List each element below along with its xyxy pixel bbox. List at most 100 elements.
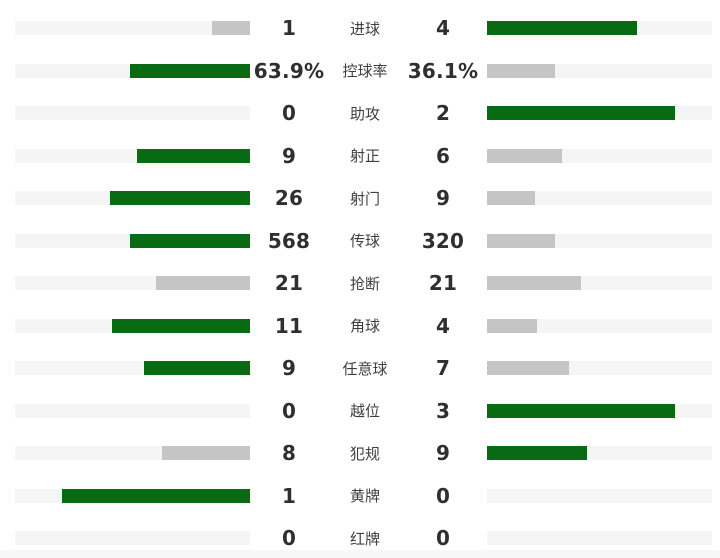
home-bar-track — [15, 233, 250, 248]
home-bar — [144, 361, 250, 376]
stat-label: 进球 — [349, 19, 380, 38]
away-value: 9 — [435, 186, 451, 211]
home-bar-track — [15, 531, 250, 546]
away-value: 4 — [435, 16, 451, 41]
stat-label: 黄牌 — [349, 487, 380, 506]
away-value: 0 — [435, 483, 451, 508]
away-bar — [487, 276, 581, 291]
stat-label: 越位 — [349, 402, 380, 421]
stat-label: 犯规 — [349, 444, 380, 463]
away-bar-track — [487, 191, 712, 206]
stat-row: 1 进球 4 — [15, 7, 720, 50]
away-bar — [487, 148, 563, 163]
stat-row: 0 助攻 2 — [15, 92, 720, 135]
away-bar-track — [487, 233, 712, 248]
home-value: 1 — [281, 483, 297, 508]
home-value: 26 — [274, 186, 304, 211]
home-bar — [137, 148, 250, 163]
away-bar-track — [487, 446, 712, 461]
away-bar — [487, 21, 638, 36]
home-bar — [161, 446, 250, 461]
home-bar — [110, 191, 250, 206]
stat-label: 红牌 — [349, 529, 380, 548]
stat-row: 8 犯规 9 — [15, 432, 720, 475]
away-bar-track — [487, 63, 712, 78]
away-value: 4 — [435, 313, 451, 338]
away-bar — [487, 106, 675, 121]
away-value: 6 — [435, 143, 451, 168]
stat-row: 26 射门 9 — [15, 177, 720, 220]
away-bar — [487, 361, 570, 376]
away-value: 3 — [435, 398, 451, 423]
away-value: 7 — [435, 356, 451, 381]
stat-label: 控球率 — [342, 62, 388, 81]
away-value: 36.1% — [407, 58, 479, 83]
stat-label: 任意球 — [342, 359, 388, 378]
home-bar-track — [15, 488, 250, 503]
away-bar — [487, 446, 587, 461]
home-value: 0 — [281, 101, 297, 126]
home-bar — [62, 488, 250, 503]
stat-row: 9 任意球 7 — [15, 347, 720, 390]
away-bar-track — [487, 106, 712, 121]
stat-row: 9 射正 6 — [15, 135, 720, 178]
home-value: 0 — [281, 398, 297, 423]
stat-label: 传球 — [349, 232, 380, 251]
stat-label: 射正 — [349, 147, 380, 166]
home-bar — [156, 276, 250, 291]
away-bar — [487, 318, 538, 333]
home-value: 8 — [281, 441, 297, 466]
home-value: 63.9% — [253, 58, 325, 83]
stat-row: 568 传球 320 — [15, 220, 720, 263]
home-value: 9 — [281, 143, 297, 168]
home-bar-track — [15, 403, 250, 418]
stat-label: 角球 — [349, 317, 380, 336]
stat-row: 0 越位 3 — [15, 390, 720, 433]
home-value: 1 — [281, 16, 297, 41]
stat-row: 63.9% 控球率 36.1% — [15, 50, 720, 93]
away-value: 320 — [421, 228, 465, 253]
away-bar — [487, 191, 536, 206]
home-bar-track — [15, 446, 250, 461]
away-bar-track — [487, 488, 712, 503]
away-bar-track — [487, 21, 712, 36]
away-bar-track — [487, 361, 712, 376]
home-bar-track — [15, 191, 250, 206]
home-value: 9 — [281, 356, 297, 381]
away-value: 2 — [435, 101, 451, 126]
home-bar-track — [15, 63, 250, 78]
away-value: 21 — [428, 271, 458, 296]
home-value: 21 — [274, 271, 304, 296]
home-bar-track — [15, 106, 250, 121]
home-value: 568 — [267, 228, 311, 253]
away-bar-track — [487, 403, 712, 418]
away-bar-track — [487, 318, 712, 333]
home-bar-track — [15, 276, 250, 291]
stat-label: 助攻 — [349, 104, 380, 123]
home-bar — [129, 233, 250, 248]
home-bar — [112, 318, 250, 333]
stat-row: 1 黄牌 0 — [15, 475, 720, 518]
away-value: 9 — [435, 441, 451, 466]
home-value: 11 — [274, 313, 304, 338]
away-bar-track — [487, 276, 712, 291]
away-bar — [487, 233, 555, 248]
home-bar — [212, 21, 250, 36]
home-bar-track — [15, 361, 250, 376]
home-bar-track — [15, 318, 250, 333]
home-bar-track — [15, 148, 250, 163]
stat-label: 射门 — [349, 189, 380, 208]
bottom-divider-strip — [0, 550, 720, 558]
home-bar — [129, 63, 250, 78]
stat-row: 11 角球 4 — [15, 305, 720, 348]
away-bar-track — [487, 531, 712, 546]
stat-row: 21 抢断 21 — [15, 262, 720, 305]
away-bar-track — [487, 148, 712, 163]
home-value: 0 — [281, 526, 297, 551]
away-bar — [487, 63, 555, 78]
stat-row: 0 红牌 0 — [15, 517, 720, 558]
home-bar-track — [15, 21, 250, 36]
away-bar — [487, 403, 675, 418]
away-value: 0 — [435, 526, 451, 551]
